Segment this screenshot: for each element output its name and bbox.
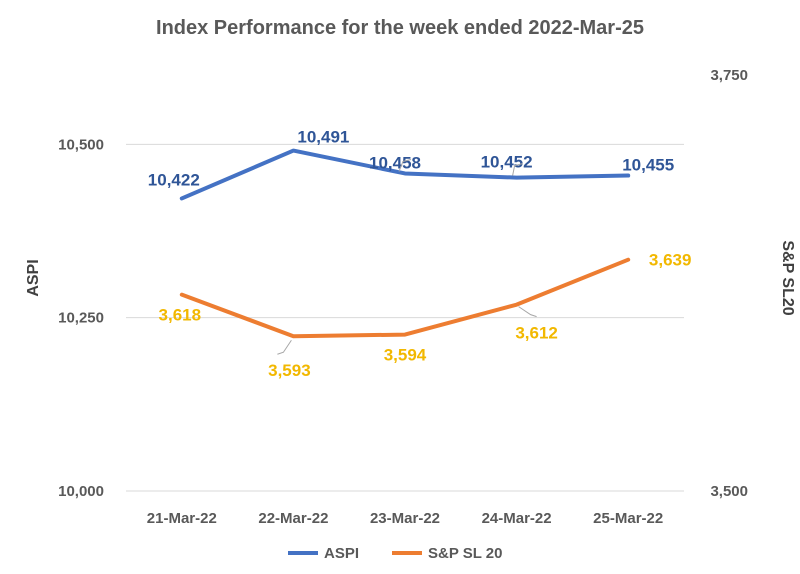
leader-line: [512, 163, 523, 176]
right-tick-label: 3,750: [710, 67, 748, 84]
left-axis-ticks: 10,000 10,250 10,500: [58, 136, 104, 500]
x-tick-label: 22-Mar-22: [258, 510, 328, 527]
right-axis-ticks: 3,500 3,750: [710, 67, 748, 500]
left-tick-label: 10,250: [58, 310, 104, 327]
legend-label: S&P SL 20: [428, 545, 503, 562]
x-tick-label: 24-Mar-22: [482, 510, 552, 527]
right-axis-title: S&P SL20: [779, 240, 796, 315]
leader-line: [398, 158, 412, 172]
x-tick-label: 23-Mar-22: [370, 510, 440, 527]
leader-line: [277, 339, 292, 355]
data-label: 3,618: [159, 306, 202, 325]
series-line-sp-sl20: [179, 257, 631, 339]
data-label: 10,452: [481, 153, 533, 172]
legend: ASPI S&P SL 20: [288, 545, 503, 562]
legend-label: ASPI: [324, 545, 359, 562]
left-axis-title: ASPI: [25, 259, 42, 296]
series-layer: [179, 148, 631, 339]
data-label: 3,639: [649, 251, 692, 270]
gridlines: [126, 143, 684, 492]
data-label: 10,491: [297, 128, 349, 147]
data-label: 3,594: [384, 346, 427, 365]
data-label: 10,455: [622, 156, 674, 175]
x-tick-label: 21-Mar-22: [147, 510, 217, 527]
data-label: 10,422: [148, 170, 200, 189]
series-line-aspi: [179, 148, 631, 201]
x-axis-ticks: 21-Mar-22 22-Mar-22 23-Mar-22 24-Mar-22 25-M…: [147, 510, 663, 527]
left-tick-label: 10,500: [58, 136, 104, 153]
data-label: 3,612: [515, 324, 558, 343]
left-tick-label: 10,000: [58, 483, 104, 500]
data-labels: 10,422 10,491 10,458 10,452 10,455 3,618 3,593…: [148, 128, 692, 381]
right-tick-label: 3,500: [710, 483, 748, 500]
x-tick-label: 25-Mar-22: [593, 510, 663, 527]
chart-title: Index Performance for the week ended 202…: [156, 17, 644, 39]
data-label: 10,458: [369, 153, 421, 172]
leader-line: [518, 306, 537, 318]
data-label: 3,593: [268, 361, 311, 380]
